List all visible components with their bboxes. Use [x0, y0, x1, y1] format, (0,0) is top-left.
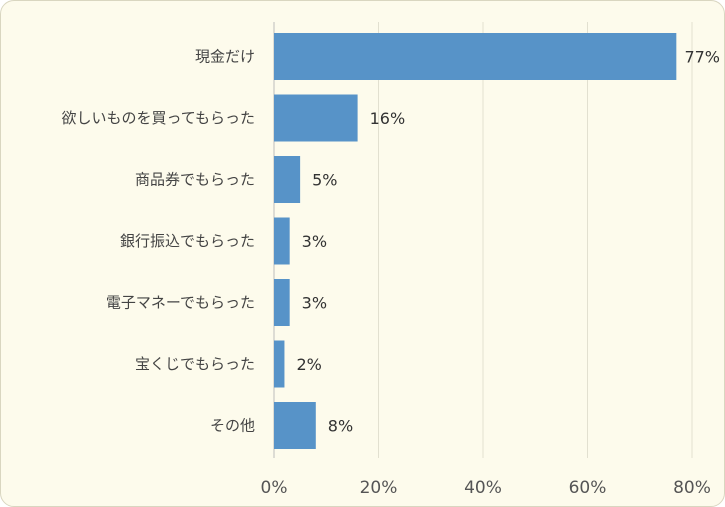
bars [274, 33, 677, 449]
x-tick-label: 80% [673, 478, 711, 498]
data-label: 3% [302, 294, 327, 313]
bar [274, 33, 677, 80]
data-label: 77% [684, 48, 720, 67]
bar [274, 156, 301, 203]
category-label: 現金だけ [195, 48, 255, 66]
data-label: 2% [296, 355, 321, 374]
data-label: 3% [302, 232, 327, 251]
category-label: その他 [210, 417, 255, 435]
gridlines [273, 22, 693, 458]
bar [274, 94, 358, 142]
bar [274, 402, 316, 449]
category-label: 欲しいものを買ってもらった [61, 109, 255, 127]
category-label: 銀行振込でもらった [120, 232, 255, 250]
category-label: 商品券でもらった [135, 171, 255, 189]
x-tick-label: 0% [261, 478, 288, 498]
category-label: 宝くじでもらった [135, 355, 255, 373]
data-label: 8% [328, 417, 353, 436]
x-tick-label: 40% [464, 478, 502, 498]
x-tick-label: 20% [360, 478, 398, 498]
data-label: 16% [370, 109, 406, 128]
x-tick-label: 60% [569, 478, 607, 498]
bar [274, 340, 285, 388]
bar [274, 217, 290, 265]
labels: 現金だけ 77% 欲しいものを買ってもらった 16% 商品券でもらった 5% 銀行振込でもら… [61, 48, 720, 436]
bar [274, 279, 290, 326]
category-label: 電子マネーでもらった [106, 294, 255, 312]
data-label: 5% [312, 171, 337, 190]
x-axis-ticks: 0% 20% 40% 60% 80% [261, 478, 711, 498]
